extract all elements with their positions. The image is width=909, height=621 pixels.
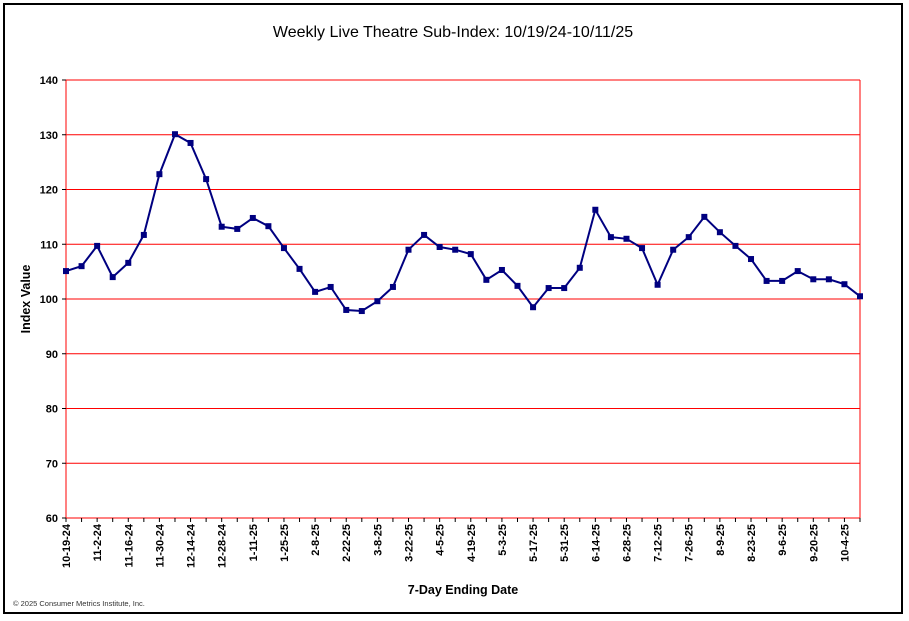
data-point [607, 234, 614, 241]
x-tick-label: 12-28-24 [217, 523, 229, 568]
data-point [358, 308, 365, 315]
y-tick-label: 90 [46, 349, 58, 361]
data-point [779, 277, 786, 284]
x-tick-label: 11-16-24 [123, 523, 135, 567]
series-line [65, 132, 861, 313]
chart-frame [3, 3, 903, 614]
data-point [327, 283, 334, 290]
copyright-notice: © 2025 Consumer Metrics Institute, Inc. [13, 599, 145, 608]
x-tick-label: 3-22-25 [404, 524, 416, 562]
data-point [78, 263, 85, 270]
x-tick-label: 3-8-25 [372, 524, 384, 556]
x-tick-label: 9-6-25 [777, 524, 789, 556]
data-point [701, 213, 708, 220]
data-point [171, 131, 178, 138]
x-tick-label: 11-30-24 [154, 523, 166, 567]
x-tick-label: 9-20-25 [808, 524, 820, 562]
data-point [576, 264, 583, 271]
x-tick-label: 10-4-25 [839, 524, 851, 562]
x-tick-label: 11-2-24 [92, 523, 104, 561]
data-point [857, 293, 863, 300]
y-axis-label: Index Value [19, 265, 33, 334]
data-point [94, 242, 101, 249]
x-tick-label: 2-8-25 [310, 524, 322, 556]
data-point [436, 243, 443, 250]
data-point [670, 246, 677, 253]
x-tick-label: 8-9-25 [715, 524, 727, 556]
x-tick-label: 4-19-25 [466, 524, 478, 562]
data-point [654, 281, 661, 288]
chart-title: Weekly Live Theatre Sub-Index: 10/19/24-… [273, 24, 633, 41]
y-tick-label: 70 [46, 458, 58, 470]
x-axis-ticks: 10-19-24 11-2-24 11-16-24 11-30-24 12-14-24 1… [61, 518, 861, 568]
data-point [639, 245, 646, 252]
y-tick-label: 110 [40, 239, 58, 251]
x-tick-label: 7-12-25 [653, 524, 665, 562]
data-point [561, 285, 568, 292]
x-tick-label: 12-14-24 [186, 523, 198, 568]
data-point [156, 171, 163, 178]
data-point [63, 268, 69, 275]
data-point [343, 306, 350, 313]
x-tick-label: 6-14-25 [590, 524, 602, 562]
data-point [794, 268, 801, 275]
data-point [265, 223, 272, 230]
data-point [716, 229, 723, 236]
data-point [748, 256, 755, 263]
data-point [249, 214, 256, 221]
y-tick-label: 80 [46, 404, 58, 416]
x-tick-label: 7-26-25 [684, 524, 696, 562]
data-point [218, 223, 225, 230]
data-point [125, 259, 132, 266]
data-point [623, 235, 630, 242]
y-axis-ticks: 60 70 80 90 100 110 120 130 140 [40, 75, 66, 525]
data-point [296, 265, 303, 272]
data-point [203, 176, 210, 183]
data-point [234, 225, 241, 232]
y-tick-label: 120 [40, 185, 58, 197]
data-point [421, 231, 428, 238]
y-tick-label: 100 [40, 294, 58, 306]
data-point [389, 283, 396, 290]
x-tick-label: 4-5-25 [435, 524, 447, 556]
data-point [514, 282, 521, 289]
data-point [280, 245, 287, 252]
x-tick-label: 10-19-24 [61, 523, 73, 568]
data-point [467, 251, 474, 258]
data-point [592, 206, 599, 213]
x-tick-label: 5-17-25 [528, 524, 540, 562]
data-point [530, 304, 537, 311]
data-point [810, 276, 817, 283]
x-tick-label: 5-31-25 [559, 524, 571, 562]
data-point [187, 139, 194, 146]
x-tick-label: 2-22-25 [341, 524, 353, 562]
data-point [498, 266, 505, 273]
y-tick-label: 140 [40, 75, 58, 87]
data-point [825, 276, 832, 283]
data-point [405, 246, 412, 253]
gridlines [65, 79, 861, 519]
data-point [483, 276, 490, 283]
x-tick-label: 8-23-25 [746, 524, 758, 562]
y-tick-label: 60 [46, 513, 58, 525]
data-point [545, 285, 552, 292]
data-series [63, 131, 863, 315]
data-point [374, 298, 381, 305]
x-tick-label: 1-11-25 [248, 524, 260, 561]
y-tick-label: 130 [40, 130, 58, 142]
data-point [763, 277, 770, 284]
data-point [312, 288, 319, 295]
data-point [140, 231, 147, 238]
x-tick-label: 6-28-25 [621, 524, 633, 562]
data-point [685, 234, 692, 241]
data-point [732, 242, 739, 249]
data-point [109, 274, 116, 281]
x-axis-label: 7-Day Ending Date [408, 583, 518, 597]
x-tick-label: 5-3-25 [497, 524, 509, 556]
x-tick-label: 1-25-25 [279, 524, 291, 562]
data-point [841, 281, 848, 288]
data-point [452, 246, 459, 253]
